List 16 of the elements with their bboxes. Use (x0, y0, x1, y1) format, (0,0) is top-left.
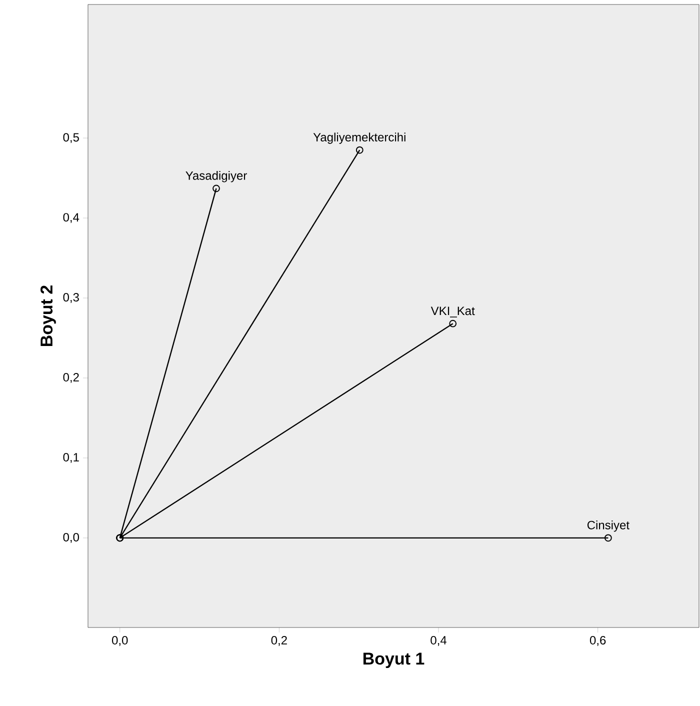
x-tick-label: 0,4 (430, 636, 446, 646)
series-label: Cinsiyet (587, 520, 630, 532)
y-tick-label: 0,2 (63, 373, 79, 383)
y-tick-label: 0,4 (63, 213, 80, 223)
series-label: Yasadigiyer (186, 171, 247, 182)
y-tick-label: 0,5 (63, 133, 79, 144)
x-tick-label: 0,2 (271, 636, 287, 646)
x-tick-label: 0,0 (112, 636, 128, 646)
x-axis-title: Boyut 1 (363, 652, 424, 668)
y-axis-title: Boyut 2 (40, 286, 56, 346)
y-tick-label: 0,0 (63, 532, 80, 543)
series-label: Yagliyemektercihi (313, 132, 406, 144)
y-tick-label: 0,1 (63, 452, 79, 463)
x-tick-label: 0,6 (590, 636, 606, 646)
series-label: VKI_Kat (430, 306, 475, 318)
y-tick-label: 0,3 (63, 293, 79, 303)
